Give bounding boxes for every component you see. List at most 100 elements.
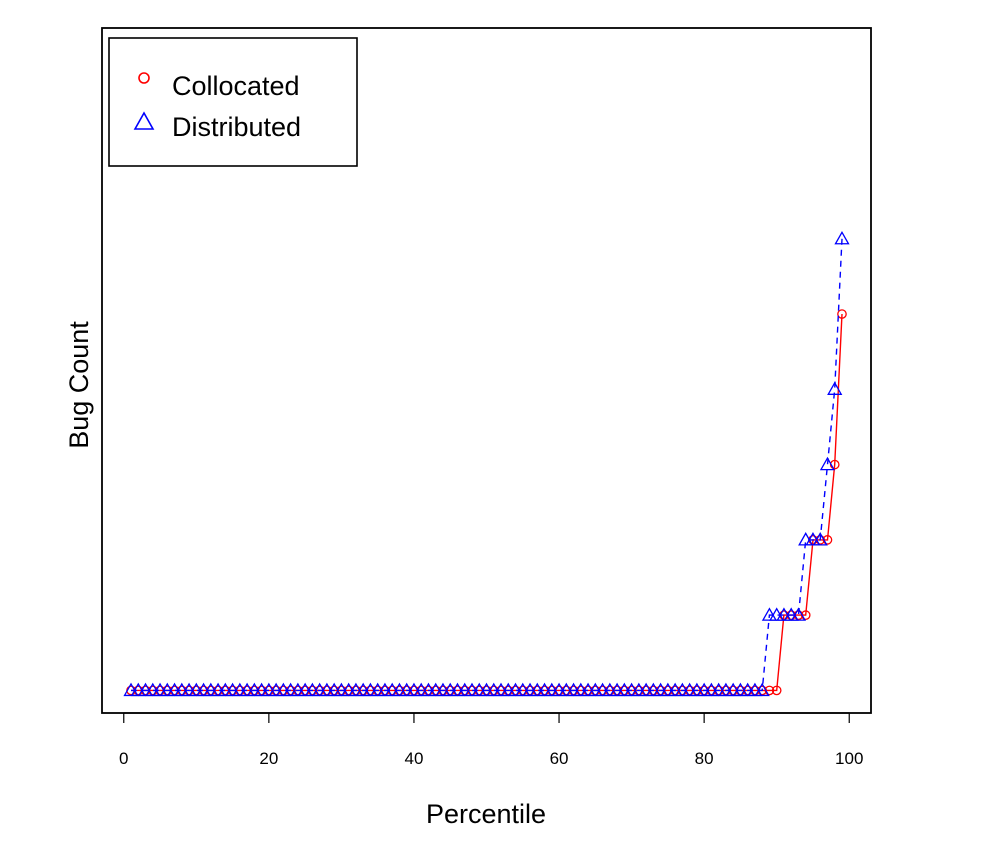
data-point-distributed	[544, 682, 560, 697]
data-point-distributed	[217, 682, 233, 697]
data-point-distributed	[711, 682, 727, 697]
data-point-distributed	[391, 682, 408, 697]
y-axis-title: Bug Count	[64, 321, 94, 449]
data-point-distributed	[652, 682, 669, 697]
data-point-distributed	[384, 682, 400, 697]
data-point-distributed	[529, 682, 545, 697]
x-tick-label: 40	[404, 749, 423, 768]
data-point-distributed	[507, 682, 524, 697]
data-point-distributed	[631, 682, 647, 697]
data-point-distributed	[137, 682, 154, 697]
data-point-distributed	[261, 682, 277, 697]
data-point-distributed	[399, 682, 415, 697]
series-line-collocated	[131, 313, 843, 692]
data-point-distributed	[667, 682, 683, 697]
data-point-distributed	[377, 682, 393, 697]
data-point-distributed	[805, 532, 821, 546]
data-point-distributed	[602, 682, 618, 697]
data-point-distributed	[674, 682, 690, 697]
data-point-distributed	[420, 682, 437, 697]
data-point-distributed	[580, 682, 596, 697]
data-point-distributed	[312, 682, 328, 697]
data-point-distributed	[471, 682, 487, 697]
data-point-distributed	[253, 682, 270, 697]
x-axis-title: Percentile	[426, 799, 546, 829]
data-point-distributed	[181, 682, 197, 697]
data-point-distributed	[449, 682, 466, 697]
data-point-distributed	[370, 682, 386, 697]
data-point-distributed	[166, 682, 183, 697]
data-point-distributed	[224, 682, 241, 697]
data-point-distributed	[210, 682, 226, 697]
legend-triangle-marker	[133, 111, 155, 130]
data-point-distributed	[718, 682, 734, 697]
data-point-distributed	[740, 682, 756, 697]
data-point-distributed	[464, 682, 480, 697]
data-point-distributed	[522, 682, 538, 697]
data-point-distributed	[594, 682, 611, 697]
data-point-distributed	[732, 682, 749, 697]
series-layer	[123, 230, 850, 697]
data-point-distributed	[333, 682, 350, 697]
data-point-distributed	[152, 682, 168, 697]
data-point-distributed	[812, 532, 828, 546]
data-point-distributed	[573, 682, 589, 697]
data-point-distributed	[478, 682, 495, 697]
data-point-distributed	[188, 682, 204, 697]
data-point-distributed	[565, 682, 582, 697]
data-point-distributed	[827, 381, 843, 395]
data-point-distributed	[645, 682, 661, 697]
data-point-distributed	[798, 532, 814, 546]
data-point-distributed	[638, 682, 654, 697]
data-point-distributed	[283, 682, 299, 697]
data-point-distributed	[348, 682, 364, 697]
data-point-distributed	[682, 682, 698, 697]
data-point-distributed	[725, 682, 741, 697]
series-distributed	[123, 230, 850, 697]
data-point-distributed	[442, 682, 458, 697]
data-point-distributed	[239, 682, 255, 697]
data-point-distributed	[689, 682, 705, 697]
data-point-distributed	[558, 682, 574, 697]
legend-label-collocated: Collocated	[172, 71, 300, 101]
x-tick-label: 100	[835, 749, 863, 768]
data-point-distributed	[232, 682, 248, 697]
data-point-distributed	[754, 682, 770, 697]
data-point-distributed	[703, 682, 720, 697]
legend: Collocated Distributed	[108, 37, 358, 167]
data-point-distributed	[457, 682, 473, 697]
legend-box	[108, 37, 358, 167]
data-point-distributed	[203, 682, 219, 697]
x-tick-label: 60	[550, 749, 569, 768]
data-point-distributed	[355, 682, 371, 697]
data-point-distributed	[130, 682, 146, 697]
data-point-distributed	[609, 682, 625, 697]
x-axis: 0 20 40 60 80 100	[119, 712, 863, 768]
x-tick-label: 20	[259, 749, 278, 768]
data-point-distributed	[297, 682, 313, 697]
data-point-distributed	[246, 682, 262, 697]
data-point-distributed	[123, 682, 139, 697]
data-point-distributed	[587, 682, 603, 697]
data-point-distributed	[159, 682, 175, 697]
data-point-distributed	[769, 607, 785, 621]
data-point-distributed	[326, 682, 342, 697]
data-point-distributed	[515, 682, 531, 697]
x-tick-label: 0	[119, 749, 128, 768]
data-point-distributed	[783, 607, 799, 621]
data-point-distributed	[413, 682, 429, 697]
data-point-distributed	[747, 682, 763, 697]
data-point-distributed	[696, 682, 712, 697]
data-point-distributed	[275, 682, 291, 697]
data-point-distributed	[435, 682, 451, 697]
data-point-distributed	[551, 682, 567, 697]
series-line-distributed	[131, 238, 843, 692]
data-point-collocated	[771, 685, 782, 696]
data-point-distributed	[536, 682, 553, 697]
data-point-distributed	[362, 682, 379, 697]
data-point-distributed	[761, 607, 778, 621]
data-point-distributed	[319, 682, 335, 697]
data-point-distributed	[776, 607, 792, 621]
